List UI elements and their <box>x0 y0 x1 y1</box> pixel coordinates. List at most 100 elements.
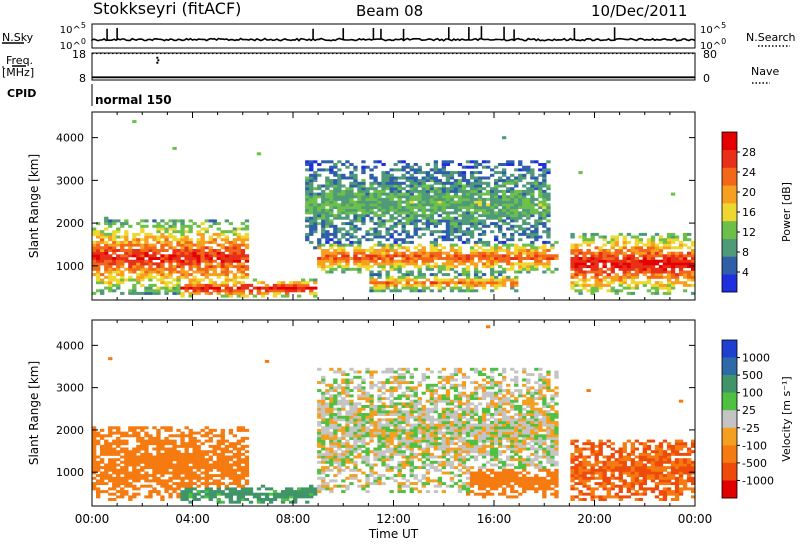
power-cell <box>610 265 615 269</box>
velocity-cell <box>333 474 338 478</box>
power-cell <box>220 230 225 234</box>
velocity-cell <box>405 370 410 374</box>
power-cell <box>377 230 382 234</box>
velocity-cell <box>405 381 410 385</box>
power-cell <box>578 291 583 295</box>
power-cell <box>393 211 398 215</box>
power-cell <box>687 278 692 282</box>
power-cell <box>490 246 495 250</box>
velocity-cell <box>232 447 238 451</box>
power-cell <box>473 265 479 269</box>
velocity-cell <box>128 434 133 438</box>
power-cell <box>687 273 692 277</box>
power-cell <box>305 181 310 185</box>
velocity-cell <box>305 500 310 504</box>
power-cell <box>317 203 322 207</box>
velocity-cell <box>232 463 238 467</box>
power-cell <box>445 195 451 199</box>
power-cell <box>128 246 133 250</box>
velocity-cell <box>349 415 354 419</box>
power-cell <box>461 184 467 188</box>
power-cell <box>417 189 422 193</box>
power-cell <box>381 265 386 269</box>
velocity-cell <box>321 421 326 424</box>
power-cell <box>578 257 583 260</box>
power-cell <box>670 192 676 196</box>
power-cell <box>425 251 431 255</box>
power-cell <box>184 230 189 234</box>
power-cell <box>481 249 487 252</box>
velocity-cell <box>413 389 418 393</box>
power-cell <box>610 246 615 250</box>
velocity-cell <box>369 474 374 478</box>
power-cell <box>622 257 627 260</box>
power-cell <box>108 267 113 271</box>
velocity-cell <box>184 458 189 462</box>
power-cell <box>325 211 330 215</box>
velocity-cell <box>140 442 145 446</box>
power-cell <box>260 286 266 290</box>
velocity-cell <box>120 431 125 435</box>
velocity-cell <box>385 442 390 446</box>
power-cell <box>598 257 603 260</box>
velocity-cell <box>108 492 113 496</box>
power-cell <box>373 227 378 231</box>
power-cell <box>112 278 117 282</box>
power-cell <box>473 206 479 209</box>
power-cell <box>321 243 326 247</box>
power-cell <box>369 275 374 279</box>
velocity-cell <box>369 423 374 427</box>
power-cell <box>506 197 511 201</box>
power-cell <box>518 214 523 218</box>
power-cell <box>184 289 189 293</box>
power-cell <box>329 165 334 169</box>
velocity-cell <box>128 484 133 488</box>
power-cell <box>377 214 382 218</box>
velocity-cell <box>208 482 213 486</box>
power-cell <box>465 275 471 279</box>
power-cell <box>369 254 374 258</box>
power-cell <box>104 275 109 279</box>
velocity-cell <box>417 423 422 427</box>
velocity-cell <box>196 498 201 501</box>
power-cell <box>180 227 185 231</box>
power-cell <box>321 216 326 220</box>
velocity-cell <box>140 452 145 456</box>
power-cell <box>622 238 627 242</box>
power-cell <box>232 281 238 285</box>
velocity-cell <box>192 452 197 456</box>
power-cell <box>377 232 382 236</box>
power-cell <box>502 259 507 263</box>
power-cell <box>542 206 547 209</box>
power-cell <box>321 195 326 199</box>
power-cell <box>578 265 583 269</box>
power-cell <box>654 254 660 258</box>
power-cell <box>642 262 648 266</box>
power-cell <box>232 227 238 231</box>
velocity-cell <box>240 458 246 462</box>
power-cell <box>691 265 696 269</box>
velocity-cell <box>357 426 362 430</box>
power-cell <box>325 187 330 191</box>
velocity-cell <box>216 447 221 451</box>
velocity-cell <box>112 439 117 443</box>
velocity-cell <box>180 492 185 496</box>
power-cell <box>546 235 551 239</box>
velocity-cell <box>417 418 422 422</box>
power-cell <box>421 189 426 193</box>
power-cell <box>289 281 294 285</box>
power-cell <box>526 203 531 207</box>
velocity-cell <box>204 466 209 470</box>
velocity-cell <box>100 428 105 432</box>
power-cell <box>502 254 507 258</box>
power-cell <box>433 262 439 266</box>
power-cell <box>196 238 201 242</box>
power-cell <box>526 227 531 231</box>
power-cell <box>337 240 342 244</box>
velocity-cell <box>196 460 201 464</box>
velocity-cell <box>232 476 238 480</box>
velocity-cell <box>208 466 213 470</box>
power-cell <box>502 211 507 215</box>
power-cell <box>586 238 591 242</box>
power-cell <box>469 195 475 199</box>
